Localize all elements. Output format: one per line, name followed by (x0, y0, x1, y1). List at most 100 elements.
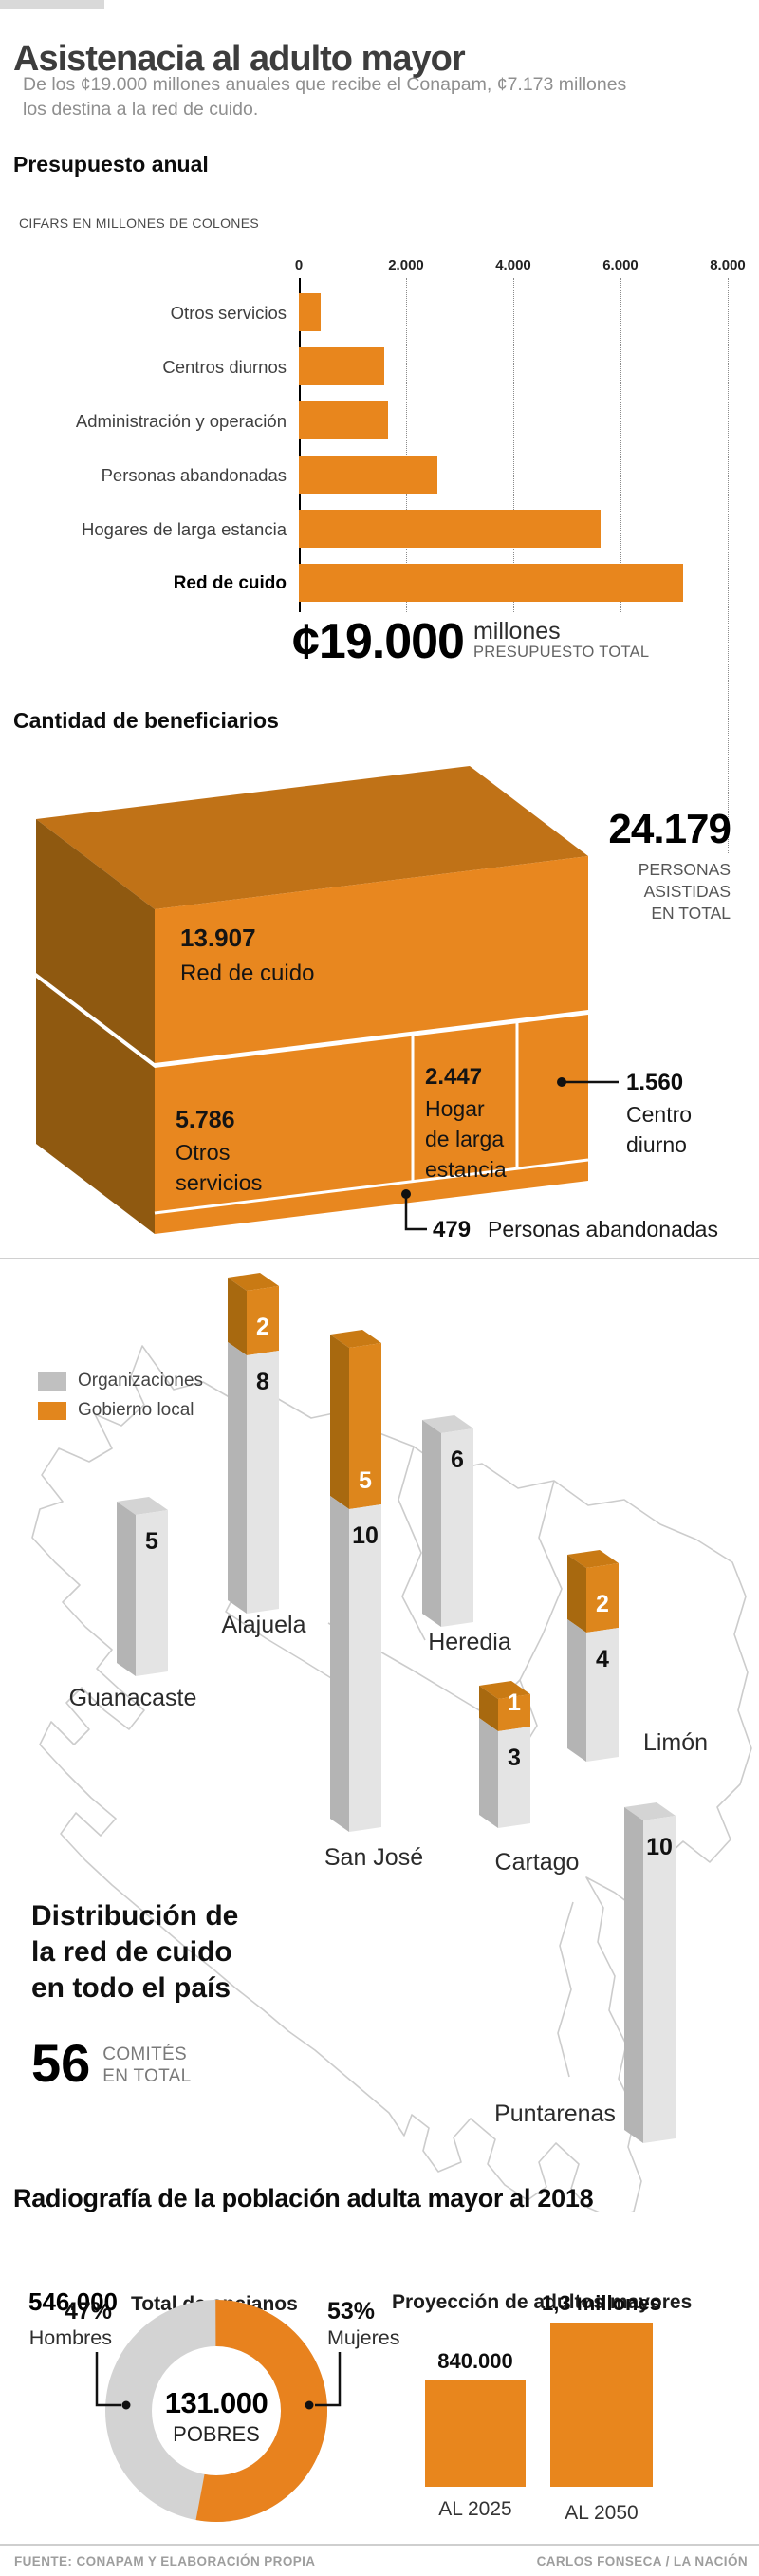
beneficiaries-total-cap-2: ASISTIDAS (644, 882, 731, 901)
bar-segment-Cartago (498, 1694, 530, 1731)
budget-bar (299, 510, 601, 548)
bar-value-Puntarenas: 10 (646, 1834, 673, 1860)
province-label-Guanacaste: Guanacaste (69, 1685, 197, 1711)
budget-row: Hogares de larga estancia (0, 502, 759, 556)
organizaciones-swatch (38, 1372, 66, 1391)
province-label-Limón: Limón (643, 1729, 708, 1756)
map-legend: Organizaciones Gobierno local (38, 1371, 203, 1429)
centro-value: 1.560 (626, 1070, 683, 1095)
bar-side-Cartago (479, 1718, 498, 1828)
bar-value-Limón: 4 (596, 1646, 609, 1672)
footer-source: FUENTE: CONAPAM Y ELABORACIÓN PROPIA (14, 2554, 316, 2568)
x-axis-tick: 4.000 (495, 257, 531, 273)
budget-category-label: Centros diurnos (162, 356, 287, 377)
x-axis-tick: 8.000 (710, 257, 746, 273)
bar-side-San José (330, 1335, 349, 1509)
pobres-value: 131.000 (164, 2386, 268, 2419)
bar-segment-Alajuela (247, 1351, 279, 1614)
bar-top-face-Guanacaste (117, 1497, 168, 1515)
bar-top-face-San José (330, 1330, 381, 1348)
bar-value-Limón: 2 (596, 1591, 609, 1617)
donut-chart (95, 2300, 342, 2522)
budget-category-label: Otros servicios (170, 302, 287, 323)
x-axis-tick: 0 (294, 257, 304, 273)
hombres-pct: 47% (64, 2298, 112, 2324)
mujeres-callout-dot (305, 2400, 314, 2410)
budget-bar (299, 401, 388, 439)
budget-row: Otros servicios (0, 286, 759, 340)
province-label-Cartago: Cartago (495, 1849, 580, 1876)
gridline (620, 278, 621, 612)
block-lower-front (155, 1015, 588, 1234)
mujeres-label: Mujeres (327, 2326, 400, 2349)
bar-value-Guanacaste: 5 (145, 1528, 158, 1555)
beneficiaries-block-diagram: 13.907 Red de cuido 5.786 Otros servicio… (36, 766, 731, 1242)
block-left-face-lower (36, 978, 155, 1234)
centro-label-2: diurno (626, 1132, 687, 1157)
pobres-label: POBRES (173, 2422, 260, 2446)
otros-label-2: servicios (176, 1170, 262, 1195)
budget-category-label: Red de cuido (173, 572, 287, 593)
bar-segment-Guanacaste (136, 1510, 168, 1676)
projection-value-label: 1,3 millones (542, 2291, 661, 2315)
bar-value-Heredia: 6 (451, 1447, 464, 1473)
projection-bar-chart: 840.000 1,3 millones (417, 2291, 664, 2487)
hombres-stat: 47% Hombres (9, 2298, 112, 2350)
bar-top-face-Puntarenas (624, 1802, 676, 1820)
otros-value: 5.786 (176, 1107, 235, 1133)
budget-row: Centros diurnos (0, 340, 759, 394)
footer-credit: CARLOS FONSECA / LA NACIÓN (536, 2554, 748, 2568)
donut-center: 131.000 POBRES (140, 2386, 292, 2447)
axis-label-2025: AL 2025 (438, 2498, 512, 2520)
organizaciones-label: Organizaciones (78, 1371, 204, 1391)
bar-value-Cartago: 3 (508, 1745, 521, 1771)
donut-mujeres-arc (105, 2300, 327, 2522)
footer-divider (0, 2544, 759, 2546)
budget-row: Red de cuido (0, 556, 759, 610)
budget-total: ¢19.000 millones PRESUPUESTO TOTAL (292, 617, 649, 666)
beneficiaries-total-value: 24.179 (608, 806, 731, 852)
bar-side-Puntarenas (624, 1807, 643, 2143)
budget-bar (299, 564, 684, 602)
committees-total-caption: COMITÉS EN TOTAL (102, 2044, 192, 2086)
bar-side-Alajuela (228, 1278, 247, 1355)
province-label-San José: San José (324, 1844, 423, 1871)
province-bars: 5 2 8 5 10 6 1 3 2 4 10 (117, 1273, 676, 2143)
bar-top-face-Heredia (422, 1415, 473, 1433)
budget-category-label: Administración y operación (75, 410, 287, 431)
block-top-face (36, 766, 588, 909)
hogar-label-1: Hogar (425, 1096, 485, 1121)
mujeres-pct: 53% (327, 2298, 376, 2324)
page-title: Asistenacia al adulto mayor (13, 39, 466, 80)
budget-category-label: Hogares de larga estancia (82, 518, 287, 539)
province-label-Puntarenas: Puntarenas (494, 2100, 616, 2127)
bar-side-Alajuela (228, 1342, 247, 1614)
budget-total-caption: PRESUPUESTO TOTAL (472, 644, 650, 662)
bar-value-Alajuela: 2 (256, 1314, 269, 1340)
bar-side-Limón (567, 1555, 586, 1633)
bar-side-Guanacaste (117, 1502, 136, 1676)
gridline (728, 278, 729, 853)
budget-bar (299, 456, 437, 494)
province-label-Heredia: Heredia (428, 1629, 511, 1655)
mujeres-stat: 53% Mujeres (327, 2298, 441, 2350)
budget-bar-chart: 0 2.000 4.000 6.000 8.000 Otros servicios Cent… (0, 242, 759, 853)
costa-rica-map-chart: 5 2 8 5 10 6 1 3 2 4 10 Guanacaste Alajuela San José… (31, 1273, 752, 2212)
section-divider (0, 1258, 759, 1259)
committees-total-value: 56 (31, 2033, 91, 2093)
bar-segment-Alajuela (247, 1286, 279, 1355)
gridline (406, 278, 407, 612)
budget-bar (299, 347, 384, 385)
x-axis-tick: 6.000 (602, 257, 639, 273)
bar-segment-Limón (586, 1628, 619, 1762)
budget-row: Personas abandonadas (0, 448, 759, 502)
projection-bar (425, 2380, 526, 2487)
budget-bar (299, 293, 321, 331)
hogar-label-2: de larga (425, 1127, 504, 1151)
hombres-callout-line (95, 2352, 121, 2407)
radiografia-heading: Radiografía de la población adulta mayor… (13, 2184, 594, 2212)
abandonadas-value: 479 (433, 1217, 471, 1242)
budget-unit-note: CIFARS EN MILLONES DE COLONES (19, 215, 259, 231)
legend-row-gobierno-local: Gobierno local (38, 1400, 203, 1421)
